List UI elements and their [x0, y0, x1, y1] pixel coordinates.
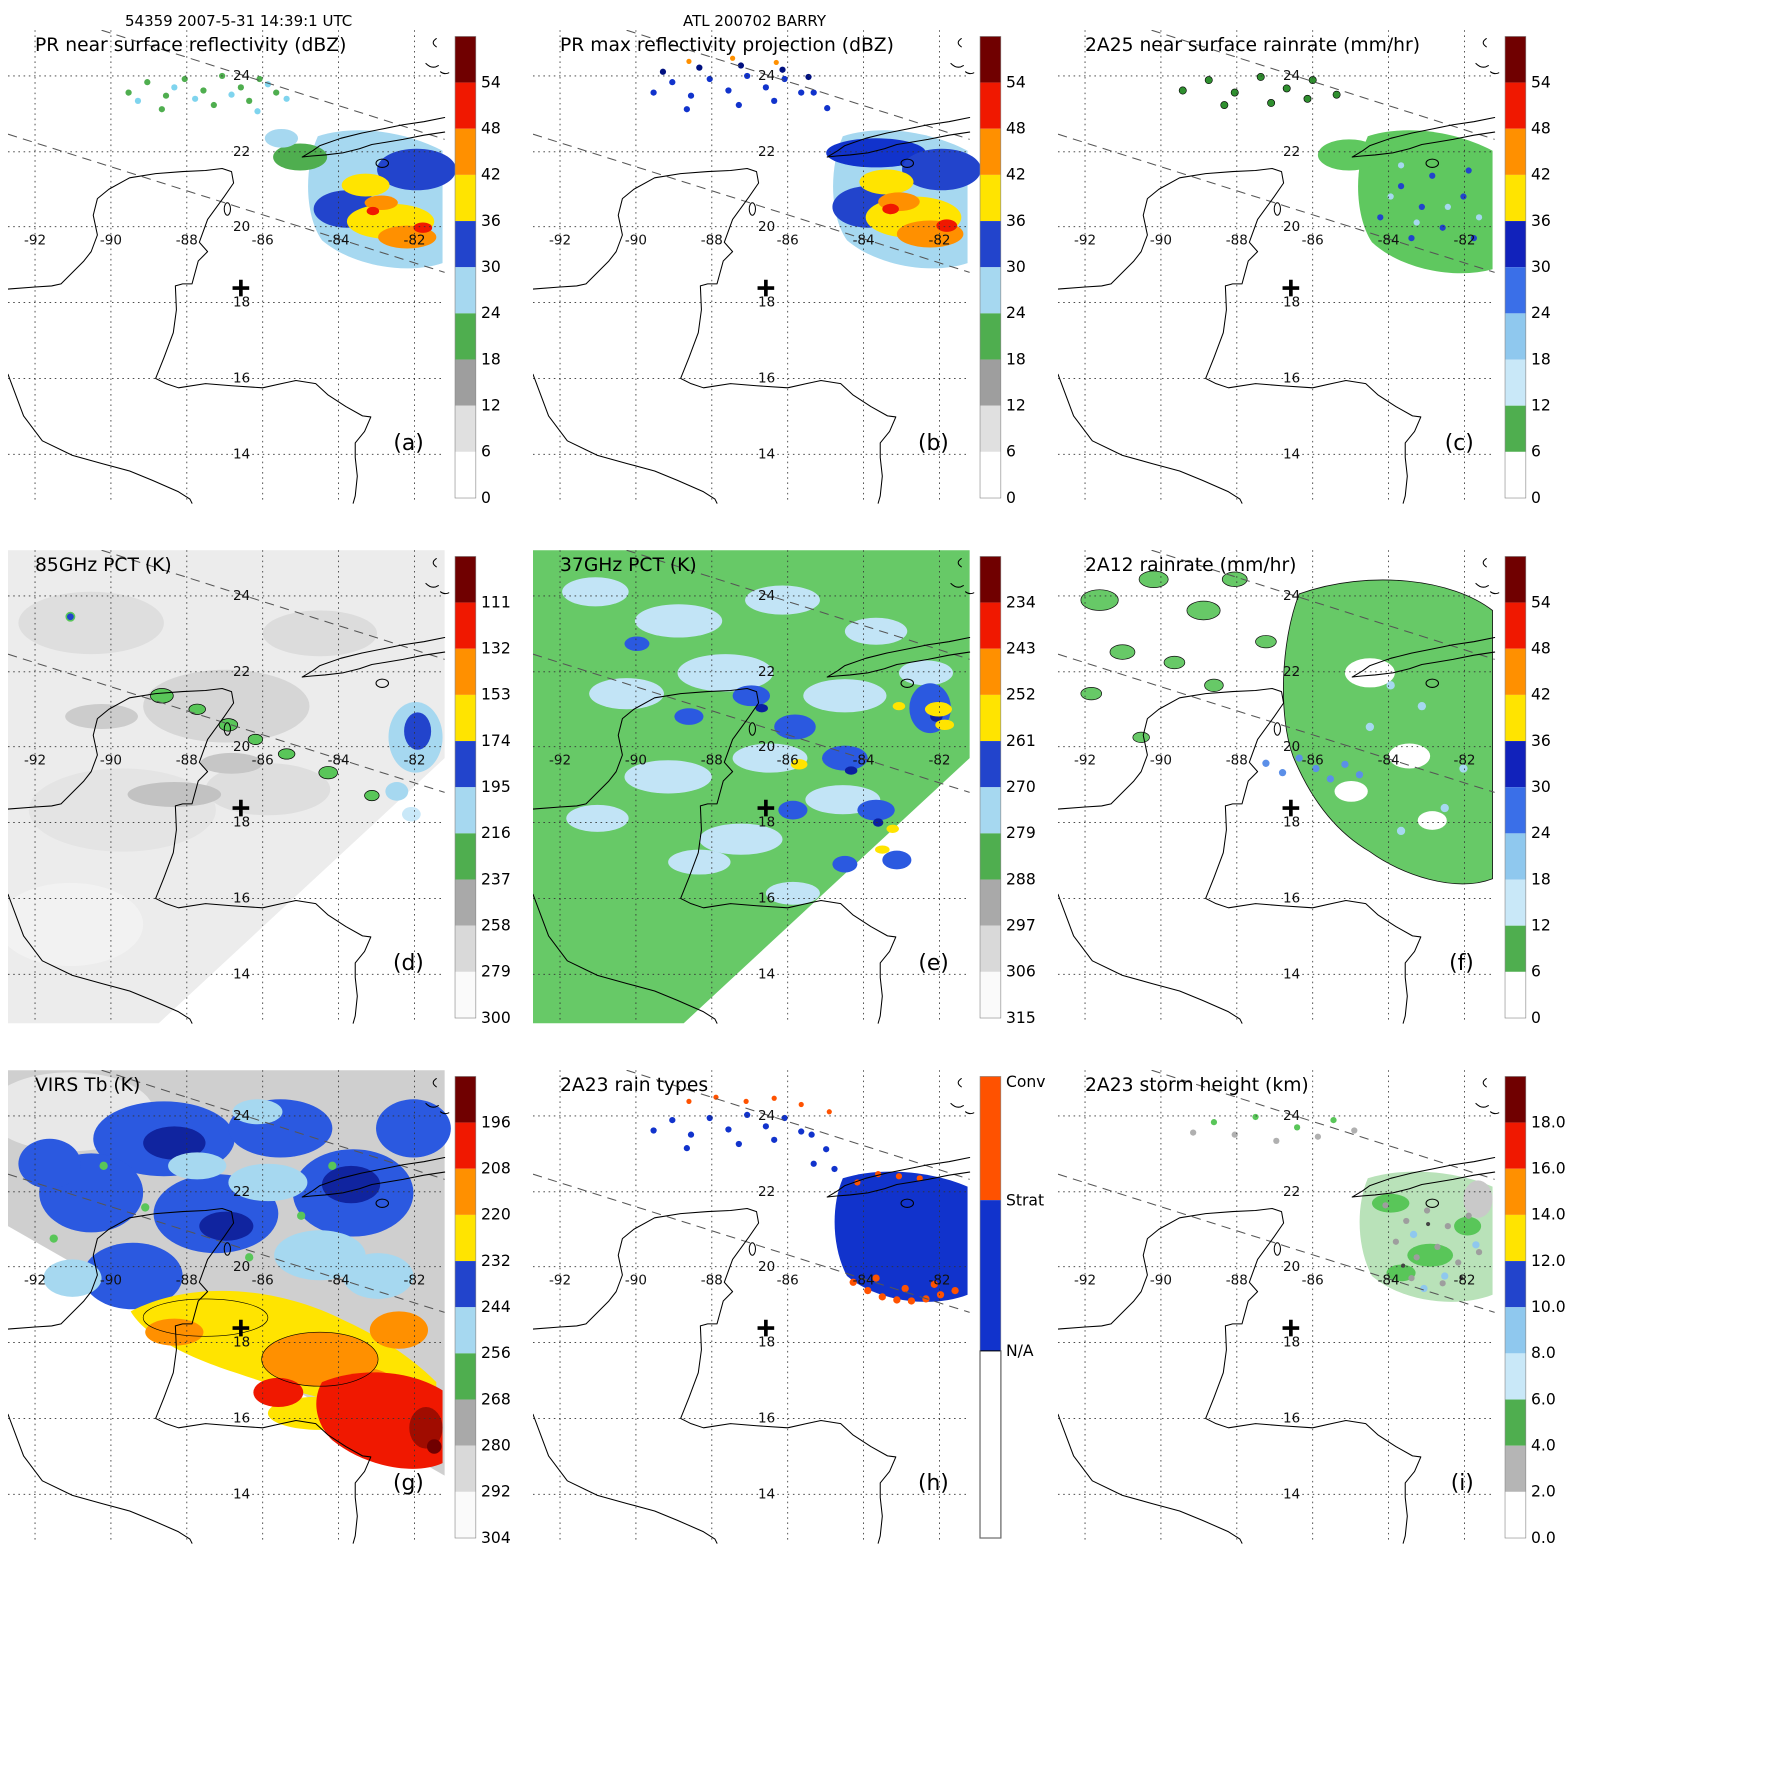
coast-layer: [533, 37, 975, 519]
panel-title: 37GHz PCT (K): [560, 555, 697, 576]
grid-layer: [533, 1070, 971, 1544]
panel-letter: (g): [393, 1471, 424, 1496]
colorbar-layer: [454, 555, 512, 1028]
panel-letter: (c): [1445, 431, 1474, 456]
map-c: 2A25 near surface rainrate (mm/hr) (c): [1058, 30, 1552, 519]
data-field-layer: [650, 1094, 968, 1305]
panel-title: VIRS Tb (K): [35, 1075, 140, 1096]
storm-name-header: ATL 200702 BARRY: [683, 12, 827, 30]
data-field-layer: [8, 1070, 452, 1476]
axis-layer: [1073, 1108, 1476, 1503]
map-i: 2A23 storm height (km) (i): [1058, 1070, 1567, 1559]
axis-layer: [548, 68, 951, 463]
panel-d: 85GHz PCT (K) (d): [8, 550, 533, 1070]
data-field-layer: [533, 550, 970, 1024]
panel-title: 2A12 rainrate (mm/hr): [1085, 555, 1296, 576]
panel-title: PR max reflectivity projection (dBZ): [560, 35, 894, 56]
colorbar-layer: [454, 35, 502, 508]
panel-title: 2A23 storm height (km): [1085, 1075, 1309, 1096]
panel-g: VIRS Tb (K) (g): [8, 1070, 533, 1590]
panel-title: 2A23 rain types: [560, 1075, 708, 1096]
colorbar-layer: [1504, 35, 1552, 508]
panel-letter: (f): [1449, 951, 1474, 976]
orbit-datetime-header: 54359 2007-5-31 14:39:1 UTC: [125, 12, 353, 30]
map-b: PR max reflectivity projection (dBZ) (b): [533, 30, 1027, 519]
coast-layer: [1058, 1077, 1500, 1559]
panel-title: 2A25 near surface rainrate (mm/hr): [1085, 35, 1420, 56]
panel-c: 2A25 near surface rainrate (mm/hr) (c): [1058, 30, 1583, 550]
coast-layer: [533, 1077, 975, 1559]
panel-f: 2A12 rainrate (mm/hr) (f): [1058, 550, 1583, 1070]
panel-letter: (d): [393, 951, 424, 976]
panel-a: PR near surface reflectivity (dBZ) (a): [8, 30, 533, 550]
axis-layer: [548, 1108, 951, 1503]
grid-layer: [533, 30, 971, 504]
panel-letter: (e): [918, 951, 948, 976]
data-field-layer: [1080, 570, 1494, 885]
map-h: 2A23 rain types (h): [533, 1070, 1047, 1559]
colorbar-layer: [979, 555, 1037, 1028]
map-f: 2A12 rainrate (mm/hr) (f): [1058, 550, 1552, 1039]
panel-grid: PR near surface reflectivity (dBZ) (a) P…: [8, 30, 1583, 1590]
panel-letter: (a): [393, 431, 423, 456]
colorbar-layer: [454, 1075, 512, 1548]
colorbar-layer: [1504, 1075, 1567, 1548]
colorbar-layer: [1504, 555, 1552, 1028]
data-field-layer: [8, 550, 446, 1024]
map-g: VIRS Tb (K) (g): [8, 1070, 512, 1559]
panel-b: PR max reflectivity projection (dBZ) (b): [533, 30, 1058, 550]
panel-title: 85GHz PCT (K): [35, 555, 172, 576]
map-a: PR near surface reflectivity (dBZ) (a): [8, 30, 502, 519]
map-d: 85GHz PCT (K) (d): [8, 550, 512, 1039]
panel-letter: (i): [1451, 1471, 1474, 1496]
map-e: 37GHz PCT (K) (e): [533, 550, 1037, 1039]
grid-layer: [8, 30, 446, 504]
panel-letter: (b): [918, 431, 949, 456]
panel-i: 2A23 storm height (km) (i): [1058, 1070, 1583, 1590]
colorbar-layer: [979, 35, 1027, 508]
panel-letter: (h): [918, 1471, 949, 1496]
coast-layer: [1058, 37, 1500, 519]
axis-layer: [23, 68, 426, 463]
colorbar-layer: [979, 1072, 1047, 1539]
panel-h: 2A23 rain types (h): [533, 1070, 1058, 1590]
coast-layer: [8, 37, 450, 519]
panel-e: 37GHz PCT (K) (e): [533, 550, 1058, 1070]
panel-title: PR near surface reflectivity (dBZ): [35, 35, 346, 56]
